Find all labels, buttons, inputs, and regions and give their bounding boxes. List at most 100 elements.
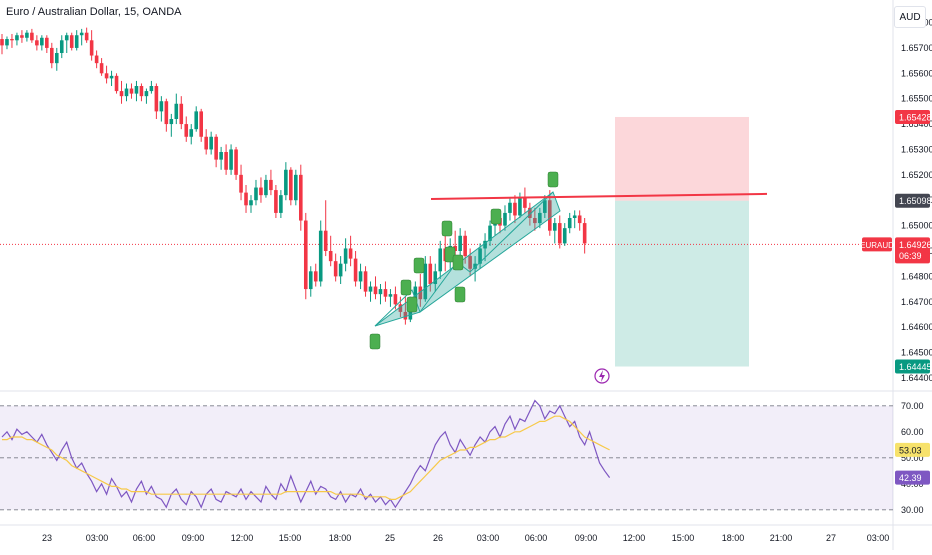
candle-body[interactable] bbox=[164, 101, 169, 125]
candle-body[interactable] bbox=[204, 136, 208, 150]
candle-body[interactable] bbox=[488, 225, 492, 241]
candle-body[interactable] bbox=[124, 88, 129, 97]
candle-body[interactable] bbox=[388, 294, 393, 297]
candle-body[interactable] bbox=[323, 230, 328, 251]
candle-body[interactable] bbox=[139, 86, 144, 97]
candle-body[interactable] bbox=[373, 286, 378, 295]
pattern-marker[interactable] bbox=[441, 220, 453, 237]
candle-body[interactable] bbox=[284, 169, 288, 196]
pattern-marker[interactable] bbox=[413, 257, 425, 274]
pattern-marker[interactable] bbox=[406, 296, 418, 313]
candle-body[interactable] bbox=[353, 258, 358, 282]
candle-body[interactable] bbox=[10, 39, 14, 41]
candle-body[interactable] bbox=[478, 248, 482, 264]
candle-body[interactable] bbox=[224, 152, 228, 170]
candle-body[interactable] bbox=[40, 37, 44, 46]
candle-body[interactable] bbox=[209, 136, 213, 150]
candle-body[interactable] bbox=[264, 179, 268, 196]
candle-body[interactable] bbox=[343, 248, 348, 264]
candle-body[interactable] bbox=[458, 235, 462, 251]
candle-body[interactable] bbox=[378, 289, 383, 295]
candle-body[interactable] bbox=[179, 103, 184, 125]
candle-body[interactable] bbox=[30, 32, 34, 41]
candle-body[interactable] bbox=[104, 73, 109, 79]
take-profit-zone[interactable] bbox=[615, 200, 749, 367]
candle-body[interactable] bbox=[94, 55, 99, 64]
currency-button[interactable]: AUD bbox=[894, 6, 926, 28]
candle-body[interactable] bbox=[538, 212, 542, 224]
candle-body[interactable] bbox=[219, 152, 223, 160]
candle-body[interactable] bbox=[438, 248, 443, 272]
candle-body[interactable] bbox=[557, 223, 562, 244]
candle-body[interactable] bbox=[518, 197, 522, 216]
candle-body[interactable] bbox=[54, 53, 59, 64]
candle-body[interactable] bbox=[59, 40, 64, 53]
candle-body[interactable] bbox=[119, 91, 124, 97]
candle-body[interactable] bbox=[64, 35, 69, 41]
pattern-marker[interactable] bbox=[400, 279, 412, 296]
candle-body[interactable] bbox=[79, 32, 84, 36]
candle-body[interactable] bbox=[418, 286, 423, 300]
candle-body[interactable] bbox=[572, 215, 577, 218]
candle-body[interactable] bbox=[199, 111, 203, 137]
candle-body[interactable] bbox=[468, 256, 472, 269]
candle-body[interactable] bbox=[403, 311, 408, 320]
candle-body[interactable] bbox=[99, 63, 104, 74]
candle-body[interactable] bbox=[0, 39, 4, 46]
candle-body[interactable] bbox=[333, 261, 338, 277]
candle-body[interactable] bbox=[74, 35, 79, 48]
candle-body[interactable] bbox=[577, 215, 582, 224]
candle-body[interactable] bbox=[393, 294, 398, 305]
candle-body[interactable] bbox=[318, 230, 323, 282]
candle-body[interactable] bbox=[294, 174, 298, 201]
candle-body[interactable] bbox=[254, 187, 258, 201]
candle-body[interactable] bbox=[50, 47, 54, 64]
candle-body[interactable] bbox=[533, 218, 537, 224]
pattern-marker[interactable] bbox=[547, 171, 559, 188]
candle-body[interactable] bbox=[259, 187, 263, 196]
candle-body[interactable] bbox=[229, 149, 233, 170]
candle-body[interactable] bbox=[368, 286, 373, 292]
candle-body[interactable] bbox=[159, 101, 164, 112]
candle-body[interactable] bbox=[308, 271, 313, 290]
candle-body[interactable] bbox=[5, 39, 9, 46]
candle-body[interactable] bbox=[348, 248, 353, 259]
candle-body[interactable] bbox=[144, 91, 149, 97]
candle-body[interactable] bbox=[523, 197, 527, 208]
candle-body[interactable] bbox=[303, 220, 308, 290]
candle-body[interactable] bbox=[582, 223, 587, 244]
candle-body[interactable] bbox=[473, 263, 477, 269]
pattern-channel[interactable] bbox=[374, 191, 561, 327]
candle-body[interactable] bbox=[338, 263, 343, 277]
candle-body[interactable] bbox=[15, 35, 19, 41]
candle-body[interactable] bbox=[189, 129, 194, 137]
candle-body[interactable] bbox=[84, 32, 89, 41]
candle-body[interactable] bbox=[423, 263, 428, 300]
candle-body[interactable] bbox=[239, 174, 243, 193]
candle-body[interactable] bbox=[567, 218, 572, 229]
candle-body[interactable] bbox=[328, 251, 333, 262]
candle-body[interactable] bbox=[279, 195, 283, 213]
candle-body[interactable] bbox=[69, 35, 74, 48]
candle-body[interactable] bbox=[45, 37, 49, 48]
candle-body[interactable] bbox=[184, 124, 189, 137]
pattern-zigzag[interactable] bbox=[374, 191, 554, 327]
candle-body[interactable] bbox=[129, 88, 134, 94]
candle-body[interactable] bbox=[313, 271, 318, 282]
candle-body[interactable] bbox=[383, 289, 388, 297]
candle-body[interactable] bbox=[174, 103, 179, 119]
candle-body[interactable] bbox=[134, 86, 139, 94]
candle-body[interactable] bbox=[114, 75, 119, 92]
candle-body[interactable] bbox=[169, 119, 174, 125]
candle-body[interactable] bbox=[548, 200, 552, 231]
pattern-marker[interactable] bbox=[444, 246, 456, 263]
candle-body[interactable] bbox=[413, 286, 418, 302]
candle-body[interactable] bbox=[299, 174, 303, 221]
candle-body[interactable] bbox=[149, 86, 154, 92]
candle-body[interactable] bbox=[508, 202, 512, 213]
candle-body[interactable] bbox=[269, 179, 273, 191]
candle-body[interactable] bbox=[433, 271, 438, 284]
candle-body[interactable] bbox=[528, 207, 532, 218]
pattern-marker[interactable] bbox=[490, 208, 502, 225]
